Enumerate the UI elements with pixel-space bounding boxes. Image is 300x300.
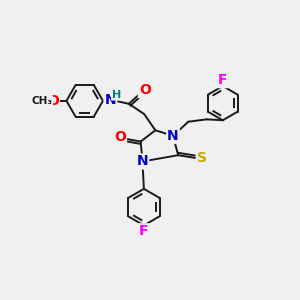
Text: O: O [114,130,126,144]
Text: S: S [197,151,207,165]
Text: CH₃: CH₃ [32,96,52,106]
Text: H: H [112,90,121,100]
Text: F: F [218,73,227,87]
Text: N: N [104,93,116,107]
Text: N: N [136,154,148,169]
Text: O: O [139,83,151,97]
Text: F: F [139,224,149,238]
Text: N: N [167,129,179,143]
Text: O: O [47,94,59,108]
